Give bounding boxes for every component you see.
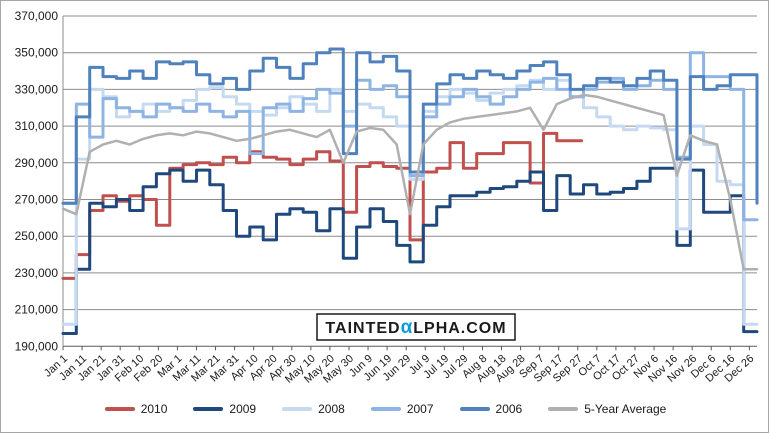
watermark-box [316, 313, 516, 341]
legend-label: 2008 [318, 402, 345, 416]
legend-label: 2006 [495, 402, 523, 416]
line-chart: 190,000 210,000 230,000 250,000 270,000 290,0… [15, 9, 759, 386]
legend-label: 2009 [229, 402, 257, 416]
legend-swatch [459, 407, 490, 411]
legend-label: 5-Year Average [584, 402, 667, 416]
legend-item-2007: 2007 [370, 402, 434, 416]
y-tick-label: 270,000 [15, 193, 59, 207]
legend-item-2010: 2010 [104, 402, 168, 416]
legend-swatch [193, 407, 224, 411]
legend-swatch [548, 407, 579, 411]
legend-item-5-year-average: 5-Year Average [548, 402, 666, 416]
y-tick-label: 290,000 [15, 156, 59, 170]
series-line-2009 [61, 166, 759, 335]
legend-swatch [282, 407, 313, 411]
series-lines [61, 47, 759, 335]
series-line-2006 [61, 47, 759, 205]
y-tick-label: 370,000 [15, 9, 59, 23]
y-tick-label: 310,000 [15, 119, 59, 133]
watermark-prefix: TAINTED [325, 320, 400, 337]
legend-swatch [370, 407, 401, 411]
y-tick-label: 230,000 [15, 266, 59, 280]
legend-item-2006: 2006 [459, 402, 523, 416]
watermark: TAINTEDαLPHA.COM [316, 313, 516, 341]
series-line-2010 [61, 131, 584, 280]
y-tick-label: 350,000 [15, 46, 59, 60]
y-tick-label: 250,000 [15, 229, 59, 243]
y-tick-label: 210,000 [15, 303, 59, 317]
watermark-suffix: LPHA.COM [413, 320, 506, 337]
legend-item-2009: 2009 [193, 402, 256, 416]
legend-item-2008: 2008 [282, 402, 345, 416]
legend-swatch [104, 407, 135, 411]
series-line-5-year-average [61, 93, 759, 271]
chart-legend: 2010 2009 2008 2007 2006 5-Year Average [1, 402, 768, 416]
watermark-text: TAINTEDαLPHA.COM [325, 317, 506, 338]
y-tick-label: 330,000 [15, 82, 59, 96]
y-axis-labels: 190,000 210,000 230,000 250,000 270,000 290,0… [15, 9, 59, 353]
watermark-alpha-glyph: α [401, 317, 414, 338]
legend-label: 2007 [406, 402, 434, 416]
y-tick-label: 190,000 [15, 339, 59, 353]
legend-label: 2010 [140, 402, 168, 416]
